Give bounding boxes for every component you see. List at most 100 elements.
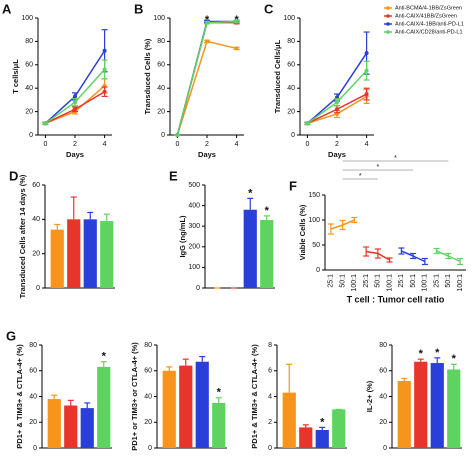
annotation: * <box>435 347 440 359</box>
y-tick-label: 0 <box>161 132 165 139</box>
y-tick-label: 80 <box>144 342 152 349</box>
panel-label: D <box>9 168 18 183</box>
panel-label: F <box>289 178 297 193</box>
x-axis-label: Days <box>66 150 84 159</box>
x-tick-label: 100:1 <box>422 274 429 292</box>
panel-label: E <box>169 168 178 183</box>
bar <box>195 361 209 448</box>
point <box>175 133 180 137</box>
annotation: * <box>394 155 397 162</box>
bar <box>83 219 97 288</box>
x-tick-label: 0 <box>175 141 179 148</box>
x-tick-label: 4 <box>103 141 107 148</box>
annotation: * <box>265 205 270 217</box>
y-tick-label: 200 <box>188 244 200 251</box>
y-tick-label: 300 <box>188 223 200 230</box>
panel-label: A <box>2 1 12 16</box>
bar <box>414 361 428 448</box>
y-tick-label: 4 <box>268 393 272 400</box>
y-axis-label: PD1+ & TIM3+ & CTLA-4+ (%) <box>250 344 259 449</box>
y-tick-label: 20 <box>144 419 152 426</box>
legend-label: Anti-CAIX/4-1BB/anti-PD-L1 <box>395 21 464 27</box>
y-tick-label: 20 <box>287 108 295 115</box>
series-line <box>176 40 237 136</box>
point <box>305 121 310 126</box>
y-tick-label: 60 <box>379 368 387 375</box>
point <box>335 107 339 112</box>
y-axis-label: PD1+ or TIM3+ or CTLA-4+ (%) <box>130 342 139 451</box>
y-tick-label: 100 <box>283 15 295 22</box>
x-tick-label: 50:1 <box>339 274 346 288</box>
x-axis-label: T cell : Tumor cell ratio <box>347 294 445 304</box>
annotation: * <box>320 416 325 428</box>
y-tick-label: 100 <box>21 15 33 22</box>
y-tick-label: 20 <box>379 419 387 426</box>
bar <box>47 399 61 448</box>
x-tick-label: 25:1 <box>328 274 335 288</box>
bar <box>50 229 64 288</box>
y-tick-label: 150 <box>308 192 320 199</box>
x-tick-label: 100:1 <box>457 274 464 292</box>
annotation: * <box>217 387 222 399</box>
y-tick-label: 60 <box>287 62 295 69</box>
point <box>73 100 77 105</box>
x-axis-label: Days <box>328 150 346 159</box>
y-tick-label: 20 <box>25 108 33 115</box>
y-tick-label: 80 <box>287 38 295 45</box>
x-tick-label: 0 <box>43 141 47 148</box>
annotation: * <box>102 351 107 363</box>
point <box>234 46 239 51</box>
bar <box>243 209 257 288</box>
point <box>73 94 77 99</box>
bar <box>332 409 346 448</box>
x-tick-label: 25:1 <box>398 274 405 288</box>
panel-label: G <box>6 328 16 343</box>
bar <box>97 366 111 448</box>
panel-label: C <box>264 1 274 16</box>
y-tick-label: 0 <box>196 285 200 292</box>
x-tick-label: 4 <box>235 141 239 148</box>
y-tick-label: 60 <box>25 62 33 69</box>
bar <box>162 370 176 448</box>
point <box>364 92 369 97</box>
y-tick-label: 60 <box>144 368 152 375</box>
y-tick-label: 100 <box>188 264 200 271</box>
y-tick-label: 20 <box>32 251 40 258</box>
bar <box>80 408 94 448</box>
y-tick-label: 40 <box>287 85 295 92</box>
panel-label: B <box>134 1 143 16</box>
y-tick-label: 100 <box>153 15 165 22</box>
bar <box>430 363 444 448</box>
point <box>205 39 209 44</box>
y-tick-label: 40 <box>29 393 37 400</box>
y-tick-label: 0 <box>148 445 152 452</box>
bar <box>67 219 81 288</box>
y-tick-label: 0 <box>268 445 272 452</box>
point <box>43 121 48 126</box>
y-tick-label: 100 <box>308 217 320 224</box>
annotation: * <box>452 353 457 365</box>
point <box>364 68 369 73</box>
y-axis-label: Transduced Cells after 14 days (%) <box>18 174 27 298</box>
annotation: * <box>234 14 239 26</box>
point <box>364 51 369 56</box>
legend-marker <box>386 30 390 34</box>
bar <box>64 405 78 448</box>
y-axis-label: Transduced Cells/μL <box>273 39 282 113</box>
x-tick-label: 2 <box>205 141 209 148</box>
x-tick-label: 100:1 <box>386 274 393 292</box>
point <box>102 89 107 94</box>
x-tick-label: 50:1 <box>410 274 417 288</box>
y-axis-label: T cells/μL <box>11 59 20 94</box>
bar <box>315 429 329 448</box>
series-line <box>176 20 237 136</box>
y-tick-label: 0 <box>36 285 40 292</box>
annotation: * <box>205 14 210 26</box>
y-tick-label: 500 <box>188 182 200 189</box>
y-tick-label: 60 <box>32 182 40 189</box>
legend-label: Anti-BCMA/4-1BB/ZsGreen <box>395 5 462 11</box>
legend-label: Anti-CAIX/CD28/anti-PD-L1 <box>395 29 463 35</box>
y-tick-label: 40 <box>32 216 40 223</box>
x-tick-label: 50:1 <box>445 274 452 288</box>
